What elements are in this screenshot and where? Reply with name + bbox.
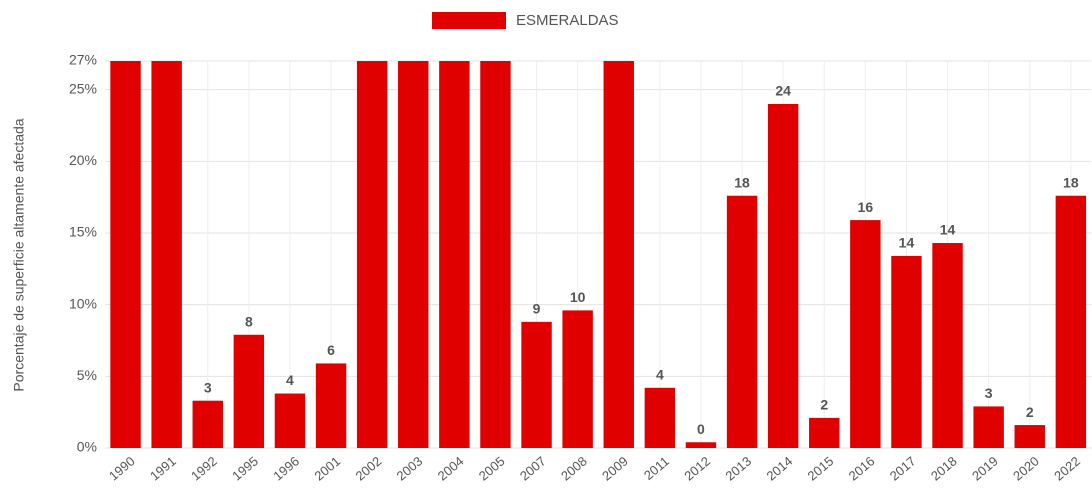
bar [315,363,347,448]
value-label: 3 [985,385,993,401]
x-tick-label: 2001 [311,453,343,483]
bar [480,61,511,448]
x-tick-label: 2009 [599,453,631,483]
x-tick-label: 2018 [928,453,960,483]
bar [932,243,963,448]
x-tick-label: 2008 [558,453,590,483]
bar [767,104,799,448]
bar [151,61,182,448]
x-tick-label: 2015 [805,453,837,483]
bar [274,393,306,448]
bar [644,387,676,448]
value-label: 4 [286,372,294,388]
legend-label: ESMERALDAS [516,12,619,29]
x-tick-label: 2022 [1051,453,1083,483]
value-label: 18 [734,174,750,190]
bar [685,442,717,448]
bar [521,321,552,448]
bar [973,406,1004,448]
x-tick-label: 2017 [887,453,919,483]
value-label: 2 [820,397,828,413]
value-label: 24 [775,83,791,99]
value-label: 9 [533,301,541,317]
value-label: 6 [327,342,335,358]
value-label: 3 [204,379,212,395]
x-tick-label: 2014 [763,453,795,483]
y-axis-label: Porcentaje de superficie altamente afect… [11,118,27,391]
x-tick-label: 1996 [270,453,302,483]
bar [891,255,922,448]
bar [233,334,265,448]
bar [110,61,141,448]
value-label: 0 [697,421,705,437]
x-tick-label: 1991 [147,453,179,483]
bar [439,61,470,448]
x-tick-label: 1992 [188,453,220,483]
bar [562,310,593,448]
x-tick-label: 2013 [722,453,754,483]
x-tick-label: 2002 [352,453,384,483]
x-tick-label: 2012 [681,453,713,483]
y-tick-label: 25% [69,80,97,96]
value-label: 18 [1063,174,1079,190]
bar [726,195,758,448]
y-tick-label: 5% [77,367,97,383]
value-label: 14 [940,222,956,238]
y-tick-label: 10% [69,295,97,311]
x-tick-label: 2016 [846,453,878,483]
value-label: 16 [858,199,874,215]
value-label: 14 [899,235,915,251]
x-tick-label: 2004 [435,453,467,483]
value-label: 2 [1026,404,1034,420]
y-tick-label: 27% [69,52,97,68]
x-tick-label: 2019 [969,453,1001,483]
bar [1055,195,1087,448]
value-label: 4 [656,367,664,383]
y-tick-label: 0% [77,439,97,455]
y-tick-label: 20% [69,152,97,168]
x-tick-label: 2005 [476,453,508,483]
value-label: 8 [245,313,253,329]
x-tick-label: 1990 [106,453,138,483]
bar [809,417,840,448]
bar [398,61,429,448]
x-tick-label: 2011 [641,453,672,482]
x-tick-label: 1995 [229,453,261,483]
x-tick-label: 2003 [394,453,426,483]
x-tick-label: 2020 [1010,453,1042,483]
y-tick-label: 15% [69,224,97,240]
bar [356,61,388,448]
bar [603,61,634,448]
bar [192,400,223,448]
x-tick-label: 2007 [517,453,549,483]
bar [850,220,881,448]
value-label: 10 [570,289,586,305]
legend-swatch [432,12,506,29]
bar [1014,425,1045,448]
